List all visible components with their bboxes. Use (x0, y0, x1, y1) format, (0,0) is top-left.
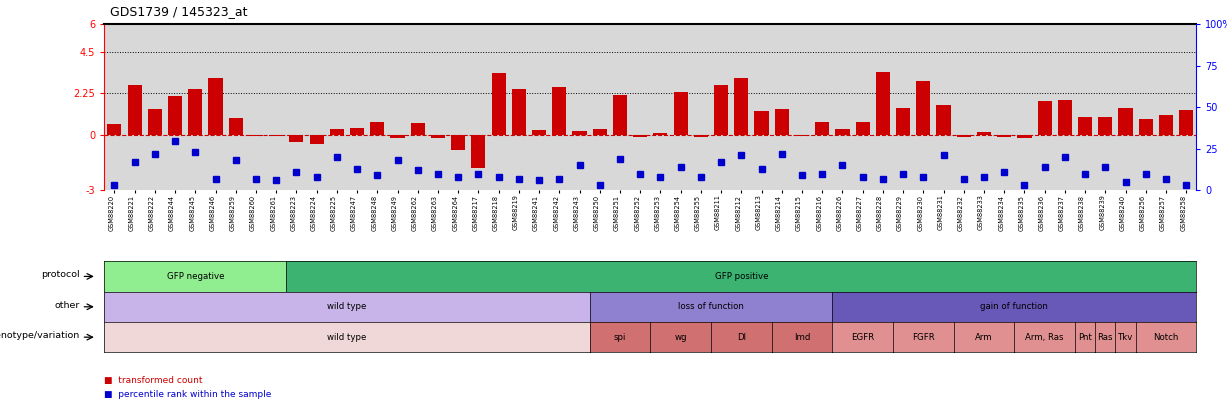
Bar (1179, 110, 1194, 135)
Bar (249, 135, 263, 136)
Text: GFP negative: GFP negative (167, 272, 225, 281)
Bar (755, 111, 768, 135)
Text: wild type: wild type (328, 333, 367, 342)
Bar (1017, 135, 1032, 138)
Bar (552, 87, 567, 135)
Text: gain of function: gain of function (980, 302, 1048, 311)
Bar (188, 89, 202, 135)
Bar (228, 118, 243, 135)
Bar (1098, 117, 1113, 135)
Text: spi: spi (614, 333, 626, 342)
Bar (1160, 115, 1173, 135)
Bar (350, 128, 364, 135)
Bar (269, 135, 283, 136)
Text: other: other (54, 301, 80, 310)
Bar (371, 122, 384, 135)
Text: Notch: Notch (1153, 333, 1179, 342)
Bar (714, 85, 728, 135)
Bar (653, 133, 667, 135)
Text: GFP positive: GFP positive (714, 272, 768, 281)
Text: Dl: Dl (736, 333, 746, 342)
Text: Pnt: Pnt (1079, 333, 1092, 342)
Text: GDS1739 / 145323_at: GDS1739 / 145323_at (110, 5, 248, 18)
Text: FGFR: FGFR (912, 333, 935, 342)
Bar (573, 131, 587, 135)
Bar (431, 135, 445, 138)
Bar (147, 109, 162, 135)
Text: Arm: Arm (975, 333, 993, 342)
Bar (734, 78, 748, 135)
Text: Arm, Ras: Arm, Ras (1026, 333, 1064, 342)
Bar (936, 104, 951, 135)
Bar (330, 130, 344, 135)
Bar (774, 109, 789, 135)
Text: ■  transformed count: ■ transformed count (104, 376, 202, 385)
Bar (168, 96, 182, 135)
Text: Imd: Imd (794, 333, 810, 342)
Bar (593, 130, 607, 135)
Bar (1139, 119, 1153, 135)
Text: protocol: protocol (40, 271, 80, 279)
Bar (1119, 108, 1133, 135)
Bar (533, 130, 546, 135)
Bar (998, 135, 1011, 137)
Text: EGFR: EGFR (852, 333, 875, 342)
Bar (128, 85, 141, 135)
Bar (693, 135, 708, 137)
Bar (896, 108, 910, 135)
Bar (795, 135, 809, 136)
Bar (674, 92, 687, 135)
Text: wg: wg (675, 333, 687, 342)
Bar (290, 135, 303, 143)
Text: loss of function: loss of function (679, 302, 744, 311)
Bar (107, 124, 121, 135)
Text: wild type: wild type (328, 302, 367, 311)
Bar (977, 132, 991, 135)
Bar (452, 135, 465, 150)
Text: ■  percentile rank within the sample: ■ percentile rank within the sample (104, 390, 271, 399)
Text: genotype/variation: genotype/variation (0, 331, 80, 340)
Bar (815, 122, 829, 135)
Bar (209, 78, 222, 135)
Bar (614, 95, 627, 135)
Bar (309, 135, 324, 144)
Bar (957, 135, 971, 137)
Bar (876, 72, 890, 135)
Bar (512, 89, 526, 135)
Bar (633, 135, 648, 137)
Text: Ras: Ras (1098, 333, 1113, 342)
Bar (411, 123, 425, 135)
Bar (855, 122, 870, 135)
Bar (836, 130, 849, 135)
Text: Tkv: Tkv (1118, 333, 1134, 342)
Bar (1058, 100, 1072, 135)
Bar (492, 73, 506, 135)
Bar (917, 81, 930, 135)
Bar (471, 135, 486, 168)
Bar (1079, 117, 1092, 135)
Bar (1038, 101, 1052, 135)
Bar (390, 135, 405, 138)
